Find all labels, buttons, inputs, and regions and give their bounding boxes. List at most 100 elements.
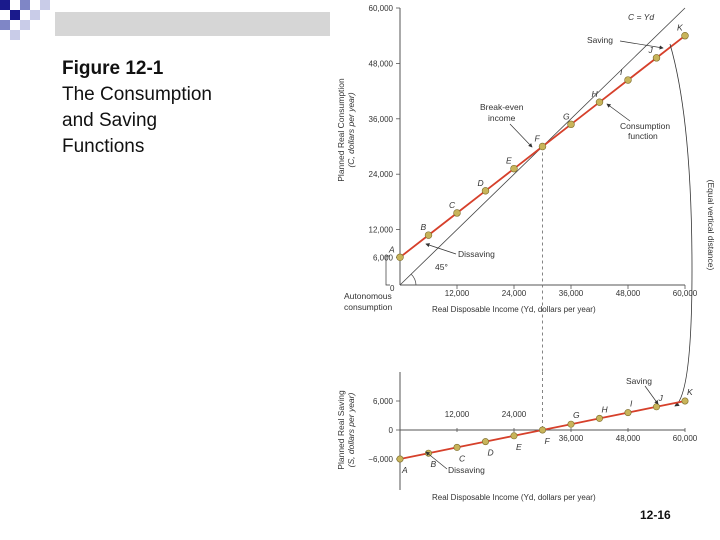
autonomous-bracket — [385, 255, 390, 286]
consumption-point — [481, 187, 490, 195]
saving-point — [453, 443, 461, 451]
consumption-point-label: F — [535, 134, 541, 144]
top-y-tick-label: 36,000 — [369, 115, 394, 124]
top-y-axis-label: (C, dollars per year) — [346, 92, 356, 167]
page-number: 12-16 — [640, 508, 671, 522]
top-y-tick-label: 24,000 — [369, 170, 394, 179]
consumption-point-label: I — [620, 67, 623, 77]
saving-arrow — [619, 40, 664, 50]
saving-point-label: D — [488, 448, 494, 458]
forty-five-arc — [410, 273, 417, 286]
bottom-chart: −6,000 0 6,000 12,000 24,000 36,000 48,000 60,… — [336, 372, 698, 502]
bottom-y-tick-label: 0 — [389, 426, 394, 435]
deco-square — [10, 30, 20, 40]
break-even-arrow — [509, 123, 533, 148]
saving-point — [567, 420, 575, 428]
bottom-saving-arrow — [644, 385, 659, 405]
saving-point — [652, 403, 660, 411]
bottom-x-tick-label: 12,000 — [445, 410, 470, 419]
figure-title: Figure 12-1 The Consumption and Saving F… — [62, 56, 332, 160]
top-x-axis-label: Real Disposable Income (Yd, dollars per … — [432, 305, 596, 314]
consumption-point — [396, 253, 404, 261]
saving-point-label: B — [431, 459, 437, 469]
consumption-point — [453, 209, 461, 217]
bottom-x-tick-label: 60,000 — [673, 434, 698, 443]
title-line: The Consumption — [62, 84, 212, 105]
consumption-point-label: H — [592, 89, 599, 99]
deco-square — [0, 20, 10, 30]
bottom-y-tick-label: 6,000 — [373, 397, 394, 406]
top-x-tick-label: 36,000 — [559, 289, 584, 298]
deco-square — [10, 10, 20, 20]
top-y-tick-label: 48,000 — [369, 59, 394, 68]
top-chart: 6,000 12,000 24,000 36,000 48,000 60,000 12,0… — [336, 4, 698, 372]
consumption-saving-chart: 6,000 12,000 24,000 36,000 48,000 60,000 12,0… — [336, 4, 716, 502]
deco-bar — [55, 12, 330, 36]
bottom-saving-label: Saving — [626, 376, 652, 386]
title-line: and Saving — [62, 110, 158, 131]
consumption-point-label: J — [648, 45, 654, 55]
saving-point — [482, 438, 490, 446]
saving-point-label: K — [687, 387, 693, 397]
deco-square — [0, 0, 10, 10]
consumption-function-label: Consumption — [620, 121, 670, 131]
consumption-point — [424, 231, 433, 239]
consumption-point-label: C — [449, 200, 456, 210]
consumption-point-label: G — [563, 111, 570, 121]
saving-point-label: G — [573, 410, 580, 420]
bottom-y-axis-label: Planned Real Saving — [336, 390, 346, 470]
top-y-axis-label: Planned Real Consumption — [336, 78, 346, 182]
top-x-tick-label: 48,000 — [616, 289, 641, 298]
bottom-y-tick-label: −6,000 — [368, 455, 393, 464]
figure-label: Figure 12-1 — [62, 58, 164, 79]
saving-point — [681, 397, 689, 405]
bottom-x-tick-label: 36,000 — [559, 434, 584, 443]
saving-point-label: A — [401, 465, 408, 475]
deco-square — [20, 0, 30, 10]
deco-square — [30, 10, 40, 20]
consumption-point — [595, 98, 604, 106]
consumption-point — [567, 120, 575, 129]
corner-decoration — [0, 0, 330, 40]
saving-point-label: C — [459, 453, 466, 463]
consumption-function-label: function — [628, 131, 658, 141]
consumption-point-label: K — [677, 23, 683, 33]
equal-distance-bracket — [669, 43, 693, 407]
saving-point — [510, 432, 518, 440]
deco-square — [40, 0, 50, 10]
saving-point-label: J — [658, 393, 664, 403]
consumption-point-label: B — [421, 222, 427, 232]
top-y-tick-label: 60,000 — [369, 4, 394, 13]
saving-point — [539, 426, 547, 434]
autonomous-label: consumption — [344, 302, 392, 312]
equal-distance-label: (Equal vertical distance) — [706, 180, 716, 271]
top-x-tick-label: 60,000 — [673, 289, 698, 298]
consumption-point — [681, 31, 689, 40]
consumption-point — [624, 76, 632, 84]
saving-point — [396, 455, 404, 463]
deco-square — [20, 20, 30, 30]
forty-five-label: 45° — [435, 262, 448, 272]
saving-label: Saving — [587, 35, 613, 45]
bottom-x-tick-label: 48,000 — [616, 434, 641, 443]
saving-point-label: F — [545, 436, 551, 446]
top-y-tick-label: 6,000 — [373, 253, 394, 262]
top-x-tick-label: 12,000 — [445, 289, 470, 298]
saving-point — [624, 409, 632, 417]
top-origin-label: 0 — [390, 284, 395, 293]
consumption-point-label: D — [478, 178, 484, 188]
bottom-x-tick-label: 24,000 — [502, 410, 527, 419]
consumption-point — [510, 164, 518, 173]
saving-point-label: I — [630, 399, 633, 409]
bottom-y-axis-label: (S, dollars per year) — [346, 393, 356, 468]
bottom-x-axis-label: Real Disposable Income (Yd, dollars per … — [432, 493, 596, 502]
saving-point-label: H — [602, 404, 609, 414]
c-equals-yd-label: C = Yd — [628, 12, 654, 22]
break-even-label: income — [488, 113, 516, 123]
title-line: Functions — [62, 136, 145, 157]
dissaving-arrow — [425, 243, 457, 255]
top-y-tick-label: 12,000 — [369, 226, 394, 235]
bottom-dissaving-label: Dissaving — [448, 465, 485, 475]
top-x-tick-label: 24,000 — [502, 289, 527, 298]
consumption-point — [538, 142, 547, 151]
